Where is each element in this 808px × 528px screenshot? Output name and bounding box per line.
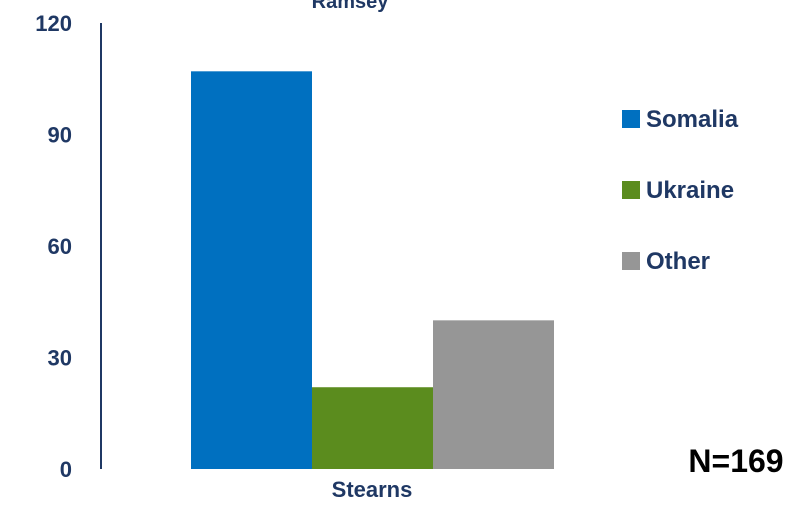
- chart-title: Ramsey: [312, 0, 390, 13]
- bars: [191, 71, 554, 470]
- legend-swatch-other: [622, 252, 640, 270]
- legend-label-somalia: Somalia: [646, 106, 739, 133]
- bar-somalia: [191, 71, 312, 470]
- bar-other: [433, 320, 554, 469]
- y-tick-label: 60: [48, 234, 72, 259]
- y-tick-label: 0: [60, 457, 72, 482]
- legend-label-ukraine: Ukraine: [646, 177, 734, 204]
- legend-swatch-somalia: [622, 110, 640, 128]
- y-axis-ticks: 0 30 60 90 120: [35, 11, 72, 482]
- x-category-label: Stearns: [332, 477, 413, 502]
- bar-ukraine: [312, 387, 433, 469]
- legend-label-other: Other: [646, 248, 710, 275]
- legend-swatch-ukraine: [622, 181, 640, 199]
- legend: Somalia Ukraine Other: [622, 106, 739, 275]
- y-tick-label: 30: [48, 346, 72, 371]
- y-tick-label: 90: [48, 123, 72, 148]
- y-tick-label: 120: [35, 11, 72, 36]
- sample-size-annotation: N=169: [688, 443, 783, 479]
